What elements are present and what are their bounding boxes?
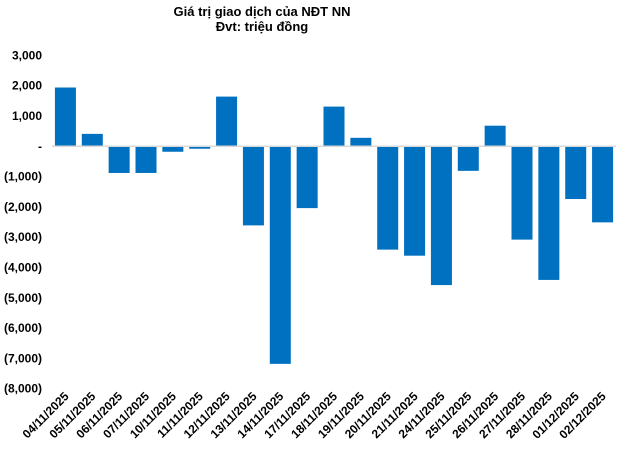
y-tick-label: (7,000) [4,351,42,365]
bar [81,133,103,147]
y-tick-label: 2,000 [12,79,42,93]
bar [162,146,184,152]
bar [216,96,238,147]
bar [135,146,157,173]
bar [296,146,318,209]
bar [592,146,614,223]
bar [484,125,506,147]
bar [269,146,291,364]
y-tick-label: (2,000) [4,200,42,214]
bar [242,146,264,226]
bar [511,146,533,240]
bar [108,146,130,173]
y-tick-label: 1,000 [12,109,42,123]
y-tick-label: (8,000) [4,382,42,396]
chart-title: Giá trị giao dịch của NĐT NN [174,4,351,19]
y-tick-label: (4,000) [4,261,42,275]
bar [457,146,479,171]
bar [538,146,560,280]
chart-subtitle: Đvt: triệu đồng [216,19,308,34]
y-tick-label: (1,000) [4,170,42,184]
bar [377,146,399,250]
y-tick-label: (3,000) [4,230,42,244]
bar [54,87,76,147]
bar [404,146,426,256]
bar [323,106,345,147]
y-tick-label: (6,000) [4,321,42,335]
y-tick-label: (5,000) [4,291,42,305]
y-tick-label: - [38,139,42,153]
bar [350,137,372,147]
bar [189,146,211,149]
bar [565,146,587,200]
bar [430,146,452,286]
y-tick-label: 3,000 [12,48,42,62]
